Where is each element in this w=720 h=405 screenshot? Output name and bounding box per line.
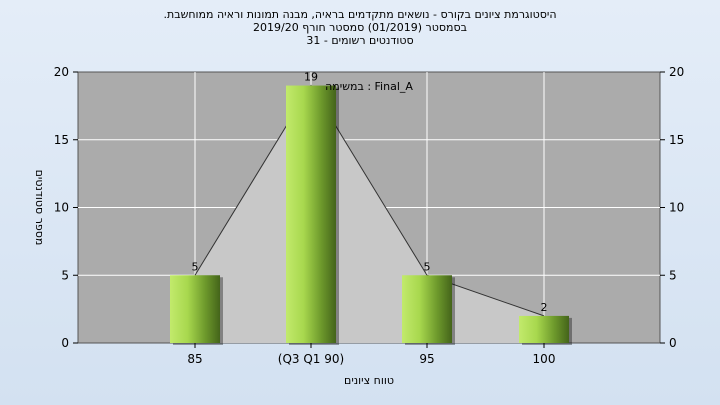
y-tick-label-left-0: 0 bbox=[61, 336, 69, 350]
x-tick-label-2: 95 bbox=[419, 352, 434, 366]
y-tick-label-right-5: 5 bbox=[669, 268, 677, 282]
bar-2 bbox=[402, 275, 452, 343]
title-line-1: .היסטוגרמת ציונים בקורס - נושאים מתקדמים… bbox=[163, 8, 557, 21]
bars: 5 19 5 2 bbox=[170, 71, 572, 346]
data-label-0: 5 bbox=[192, 260, 199, 273]
bar-3 bbox=[519, 315, 569, 343]
y-tick-label-right-0: 0 bbox=[669, 336, 677, 350]
bar-1 bbox=[286, 85, 336, 344]
data-label-3: 2 bbox=[541, 301, 548, 314]
x-tick-label-0: 85 bbox=[187, 352, 202, 366]
y-tick-label-left-20: 20 bbox=[54, 65, 69, 79]
y-tick-label-right-15: 15 bbox=[669, 133, 684, 147]
data-label-2: 5 bbox=[424, 260, 431, 273]
legend-text: במשימה : Final_A bbox=[325, 80, 413, 93]
data-label-1: 19 bbox=[304, 71, 318, 84]
distribution-area bbox=[195, 85, 544, 344]
distribution-line bbox=[194, 84, 545, 317]
y-tick-label-left-15: 15 bbox=[54, 133, 69, 147]
bar-0 bbox=[170, 275, 220, 343]
x-axis-label: טווח ציונים bbox=[344, 374, 394, 387]
y-tick-label-right-10: 10 bbox=[669, 201, 684, 215]
y-tick-label-left-5: 5 bbox=[61, 268, 69, 282]
x-tick-label-1: (Q3 Q1 90) bbox=[278, 352, 344, 366]
x-tick-label-3: 100 bbox=[533, 352, 556, 366]
y-tick-label-left-10: 10 bbox=[54, 201, 69, 215]
title-line-2: בסמסטר (01/2019) סמסטר חורף 2019/20 bbox=[253, 21, 467, 34]
chart-title: .היסטוגרמת ציונים בקורס - נושאים מתקדמים… bbox=[0, 8, 720, 47]
y-tick-label-right-20: 20 bbox=[669, 65, 684, 79]
title-line-3: סטודנטים רשומים - 31 bbox=[306, 34, 414, 47]
axes: 0 0 5 5 10 10 15 15 20 20 85 (Q3 Q1 90) 95 100 bbox=[54, 65, 685, 366]
y-axis-label: מספר סטודנטים bbox=[33, 170, 46, 246]
